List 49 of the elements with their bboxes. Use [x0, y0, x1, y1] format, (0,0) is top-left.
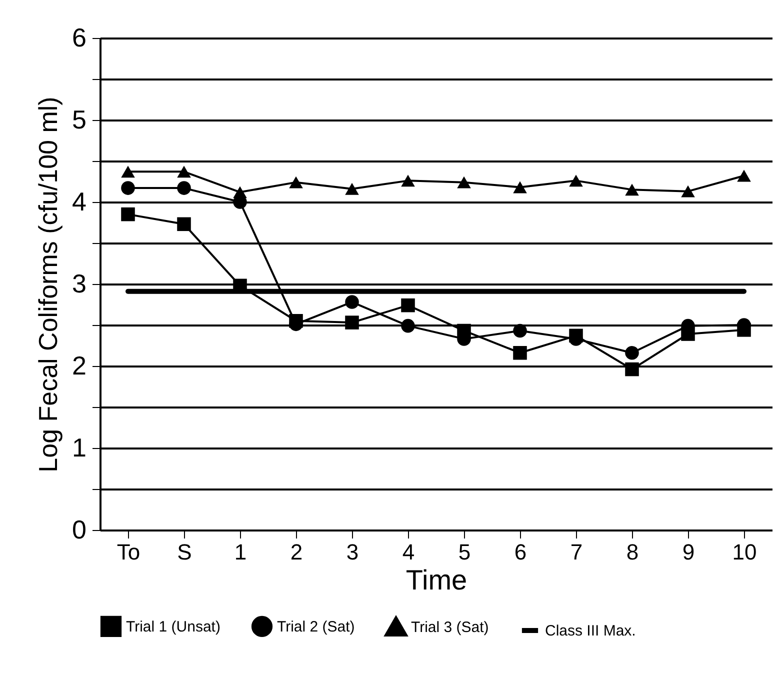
- point: [625, 346, 639, 360]
- legend-label: Trial 1 (Unsat): [126, 618, 220, 636]
- y-tick-label: 6: [72, 22, 86, 52]
- point: [513, 346, 527, 360]
- x-tick-label: 10: [732, 540, 757, 564]
- y-tick-label: 0: [72, 514, 86, 544]
- point: [345, 295, 359, 309]
- point: [345, 182, 359, 195]
- y-axis-title: Log Fecal Coliforms (cfu/100 ml): [33, 96, 64, 472]
- x-axis-title: Time: [406, 564, 468, 596]
- x-tick-label: To: [116, 540, 140, 564]
- point: [457, 176, 471, 188]
- point: [681, 185, 695, 198]
- point: [345, 316, 359, 330]
- x-tick-label: 3: [346, 540, 359, 564]
- y-tick-label: 5: [72, 104, 86, 134]
- x-tick-label: 1: [234, 540, 247, 564]
- x-tick-label: 4: [402, 540, 415, 564]
- point: [121, 181, 135, 195]
- point: [569, 174, 583, 187]
- legend-label: Trial 2 (Sat): [277, 618, 355, 636]
- x-tick-label: S: [177, 540, 192, 564]
- point: [625, 362, 639, 376]
- point: [121, 166, 135, 178]
- x-tick-label: 6: [514, 540, 527, 564]
- point: [289, 176, 303, 188]
- point: [177, 217, 191, 232]
- legend-label: Class III Max.: [545, 622, 636, 640]
- point: [401, 318, 415, 333]
- y-tick-label: 1: [72, 432, 86, 462]
- point: [401, 298, 415, 312]
- x-tick-label: 5: [458, 540, 471, 564]
- point: [737, 170, 751, 182]
- x-tick-label: 9: [682, 540, 695, 564]
- point: [401, 174, 415, 187]
- point: [177, 166, 191, 178]
- legend-label: Trial 3 (Sat): [411, 619, 489, 636]
- y-tick-label: 3: [72, 268, 86, 298]
- x-tick-label: 7: [570, 540, 583, 564]
- point: [625, 184, 639, 196]
- y-tick-label: 2: [72, 350, 86, 380]
- point: [513, 324, 527, 338]
- y-tick-label: 4: [72, 186, 86, 216]
- point: [513, 181, 527, 194]
- x-tick-label: 2: [290, 540, 303, 564]
- point: [177, 181, 191, 195]
- point: [233, 186, 247, 198]
- point: [121, 207, 135, 222]
- x-tick-label: 8: [626, 540, 639, 564]
